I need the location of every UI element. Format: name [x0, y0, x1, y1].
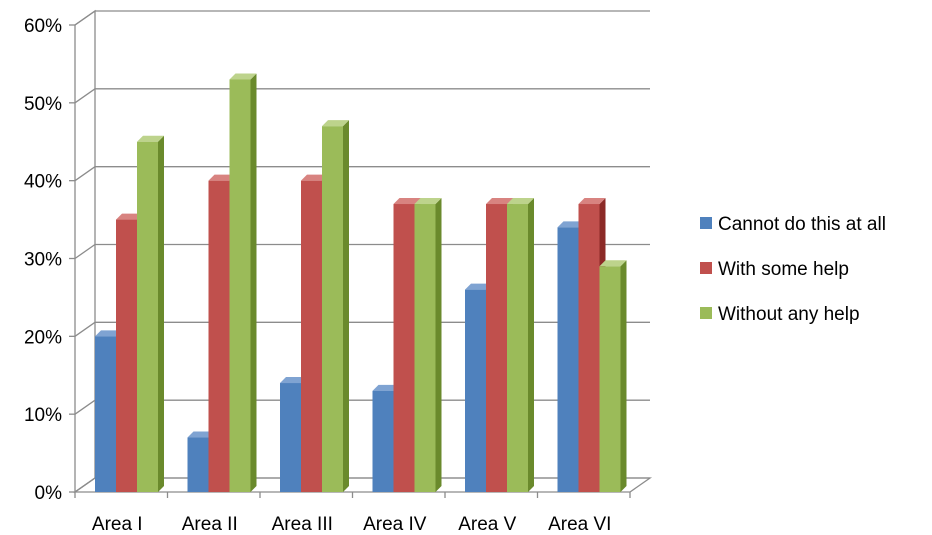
x-tick-label: Area I	[92, 514, 143, 535]
gridline	[74, 88, 650, 104]
bar-top	[507, 198, 534, 205]
legend-item: Without any help	[700, 304, 860, 325]
bar-side	[158, 135, 164, 492]
x-tick-label: Area III	[272, 514, 333, 535]
bar-top	[486, 198, 513, 205]
bar-side	[250, 73, 257, 492]
y-tick-label: 60%	[24, 16, 62, 37]
bar-front	[208, 180, 230, 492]
bar-front	[486, 204, 507, 492]
bar-front	[557, 227, 579, 492]
bar-top	[372, 384, 400, 391]
y-tick-label: 20%	[24, 327, 62, 348]
x-tick-label: Area VI	[548, 514, 611, 535]
bar-front	[95, 336, 116, 492]
bar-top	[414, 198, 442, 205]
bar	[414, 198, 442, 492]
legend-label: With some help	[718, 259, 849, 280]
bar-top	[393, 198, 421, 205]
bar-side	[528, 198, 534, 492]
legend-swatch	[700, 307, 712, 319]
y-tick-label: 0%	[35, 483, 63, 504]
bar-top	[322, 120, 349, 127]
y-tick-labels: 0% 10% 20% 30% 40% 50% 60%	[24, 16, 62, 504]
bar-front	[507, 204, 528, 492]
y-tick-label: 40%	[24, 172, 62, 193]
bar	[507, 198, 534, 492]
legend-swatch	[700, 262, 712, 274]
bar-front	[393, 204, 415, 492]
x-tick-label: Area IV	[363, 514, 427, 535]
bar-top	[301, 174, 328, 181]
y-tick-label: 10%	[24, 405, 62, 426]
bar-top	[95, 330, 122, 337]
bar-top	[465, 283, 492, 290]
legend: Cannot do this at all With some help Wit…	[700, 214, 886, 325]
x-tick-label: Area V	[458, 514, 516, 535]
legend-label: Without any help	[718, 304, 860, 325]
bar-front	[137, 141, 158, 492]
legend-label: Cannot do this at all	[718, 214, 886, 235]
bar-front	[322, 126, 343, 492]
bar-front	[578, 204, 600, 492]
bar-side	[620, 260, 627, 492]
gridline	[74, 10, 650, 26]
bar-front	[414, 204, 436, 492]
bar-side	[343, 120, 349, 492]
x-tick-labels: Area I Area II Area III Area IV Area V A…	[92, 514, 612, 535]
bar-front	[116, 219, 137, 493]
bar-front	[187, 437, 209, 492]
bar-top	[557, 221, 585, 228]
bar	[599, 260, 627, 492]
bar-top	[137, 135, 164, 142]
bar-top	[229, 73, 257, 80]
bar-front	[599, 266, 621, 492]
legend-item: With some help	[700, 259, 849, 280]
bar-side	[435, 198, 442, 492]
bar-front	[372, 390, 394, 492]
bars	[95, 73, 627, 493]
bar-front	[465, 289, 486, 492]
bar	[137, 135, 164, 492]
bar	[322, 120, 349, 492]
y-tick-label: 30%	[24, 250, 62, 271]
bar-top	[599, 260, 627, 267]
bar-top	[280, 377, 307, 384]
bar-front	[229, 79, 251, 492]
bar-front	[301, 180, 322, 492]
bar-top	[578, 198, 606, 205]
x-tick-label: Area II	[182, 514, 238, 535]
y-tick-label: 50%	[24, 94, 62, 115]
legend-swatch	[700, 217, 712, 229]
bar-top	[208, 174, 236, 181]
legend-item: Cannot do this at all	[700, 214, 886, 235]
bar-top	[116, 213, 143, 220]
gridline	[74, 166, 650, 182]
bar	[229, 73, 257, 492]
bar-front	[280, 383, 301, 492]
bar-top	[187, 431, 215, 438]
gridline	[74, 243, 650, 260]
